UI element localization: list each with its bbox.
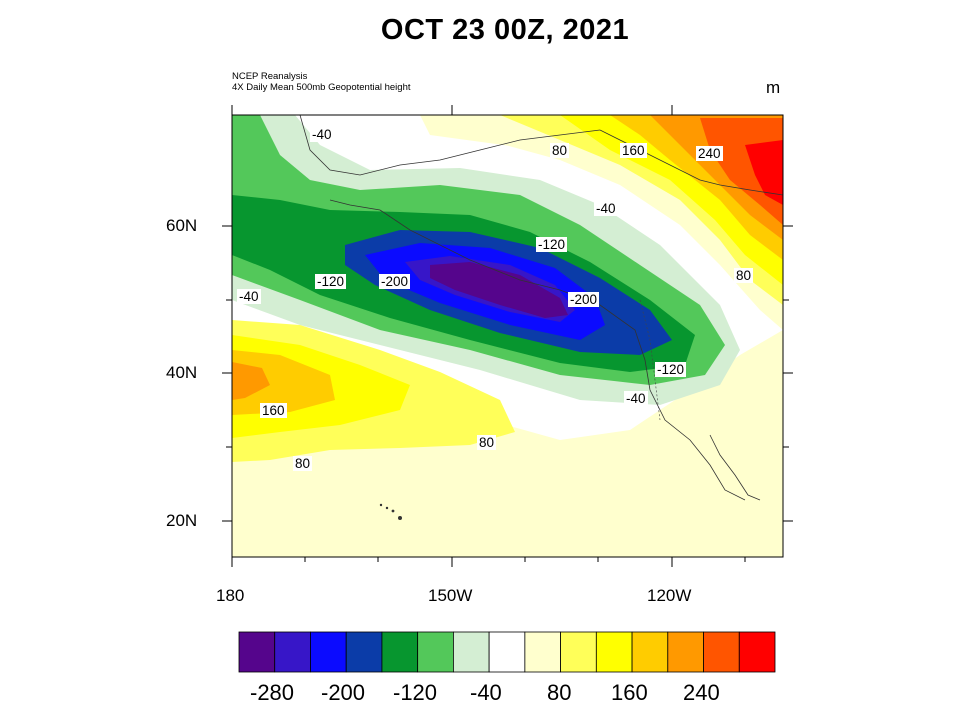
source-line-2: 4X Daily Mean 500mb Geopotential height [232, 82, 411, 93]
ticks [222, 105, 793, 567]
contour-label: 160 [260, 403, 287, 418]
fill-south-240 [232, 362, 270, 400]
colorbar-label: 240 [683, 680, 720, 705]
map-frame [231, 114, 784, 558]
colorbar-swatch [703, 631, 740, 673]
colorbar-swatch [631, 631, 669, 673]
lat-label-40n: 40N [166, 363, 198, 382]
colorbar-swatch [452, 631, 490, 673]
colorbar-swatch [345, 631, 383, 673]
source-line-1: NCEP Reanalysis [232, 71, 308, 82]
hawaii-islands [379, 503, 402, 520]
colorbar-label: -280 [250, 680, 295, 705]
colorbar-swatch [310, 631, 347, 673]
colorbar [238, 631, 776, 673]
contour-label: -40 [237, 289, 261, 304]
colorbar-label: -200 [321, 680, 366, 705]
contour-label: 80 [550, 143, 570, 158]
units-label: m [766, 78, 781, 97]
contour-label: 80 [477, 435, 497, 450]
contour-label: -40 [310, 127, 334, 142]
contour-label: -120 [315, 274, 347, 289]
contour-label: -120 [536, 237, 568, 252]
contour-label: -200 [568, 292, 600, 307]
coast-baja [709, 434, 761, 501]
contour-label: -120 [655, 362, 687, 377]
colorbar-swatch [667, 631, 704, 673]
contour-label: -40 [594, 201, 618, 216]
fill-south-200 [232, 350, 335, 415]
colorbar-swatch [417, 631, 454, 673]
state-borders [639, 299, 661, 421]
fill-ne-320 [745, 140, 783, 205]
colorbar-swatch [524, 631, 561, 673]
contour-label: 80 [293, 456, 313, 471]
lon-label-150w: 150W [428, 586, 473, 605]
contour-label: 240 [696, 146, 723, 161]
contour-label: -40 [624, 391, 648, 406]
colorbar-label: 160 [611, 680, 648, 705]
fill-minus280 [430, 262, 568, 318]
colorbar-swatch [560, 631, 597, 673]
colorbar-swatch [238, 631, 276, 673]
lat-label-60n: 60N [166, 216, 198, 235]
contour-label: 80 [734, 268, 754, 283]
colorbar-swatch [738, 631, 776, 673]
lon-label-120w: 120W [647, 586, 692, 605]
contour-label: 160 [620, 143, 647, 158]
colorbar-swatch [274, 631, 311, 673]
colorbar-label: 80 [547, 680, 572, 705]
colorbar-swatch [488, 631, 526, 673]
colorbar-label: -40 [470, 680, 502, 705]
map-fills [232, 115, 783, 557]
colorbar-label: -120 [393, 680, 438, 705]
contour-label: -200 [379, 274, 411, 289]
lat-label-20n: 20N [166, 511, 198, 530]
coast-alaska [299, 115, 601, 176]
colorbar-swatch [381, 631, 419, 673]
map-title: OCT 23 00Z, 2021 [380, 14, 630, 46]
lon-label-180: 180 [216, 586, 245, 605]
coast-na-west [329, 199, 746, 501]
colorbar-swatch [595, 631, 633, 673]
